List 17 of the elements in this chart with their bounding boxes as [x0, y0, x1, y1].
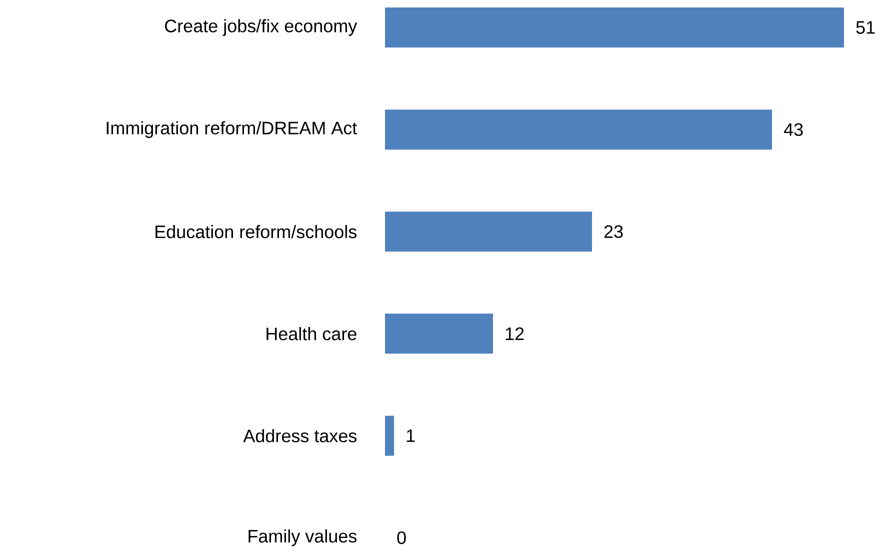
y-tick-label: Address taxes — [243, 429, 357, 442]
data-label: 23 — [604, 225, 623, 238]
bar — [385, 416, 394, 456]
data-label: 51 — [856, 21, 875, 34]
bar — [385, 212, 592, 252]
y-tick-label: Immigration reform/DREAM Act — [106, 121, 358, 138]
bar — [385, 314, 494, 354]
data-label: 0 — [397, 531, 406, 544]
data-label: 1 — [406, 430, 415, 442]
data-label: 12 — [506, 327, 524, 340]
y-tick-label: Health care — [266, 327, 356, 340]
y-tick-label: Family values — [248, 529, 357, 546]
bar — [385, 110, 772, 150]
data-label: 43 — [784, 123, 803, 136]
y-tick-label: Create jobs/fix economy — [165, 19, 358, 36]
y-tick-label: Education reform/schools — [156, 225, 357, 238]
bar — [385, 8, 844, 48]
